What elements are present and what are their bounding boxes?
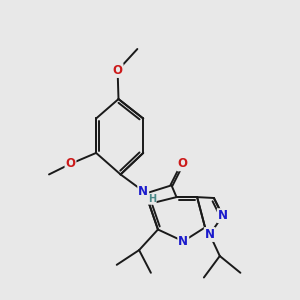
- Text: O: O: [65, 157, 76, 170]
- Text: H: H: [148, 194, 156, 204]
- Text: N: N: [205, 228, 215, 241]
- Text: O: O: [177, 157, 188, 170]
- Text: N: N: [218, 209, 228, 222]
- Text: O: O: [112, 64, 123, 77]
- Text: N: N: [178, 235, 188, 248]
- Text: N: N: [138, 185, 148, 198]
